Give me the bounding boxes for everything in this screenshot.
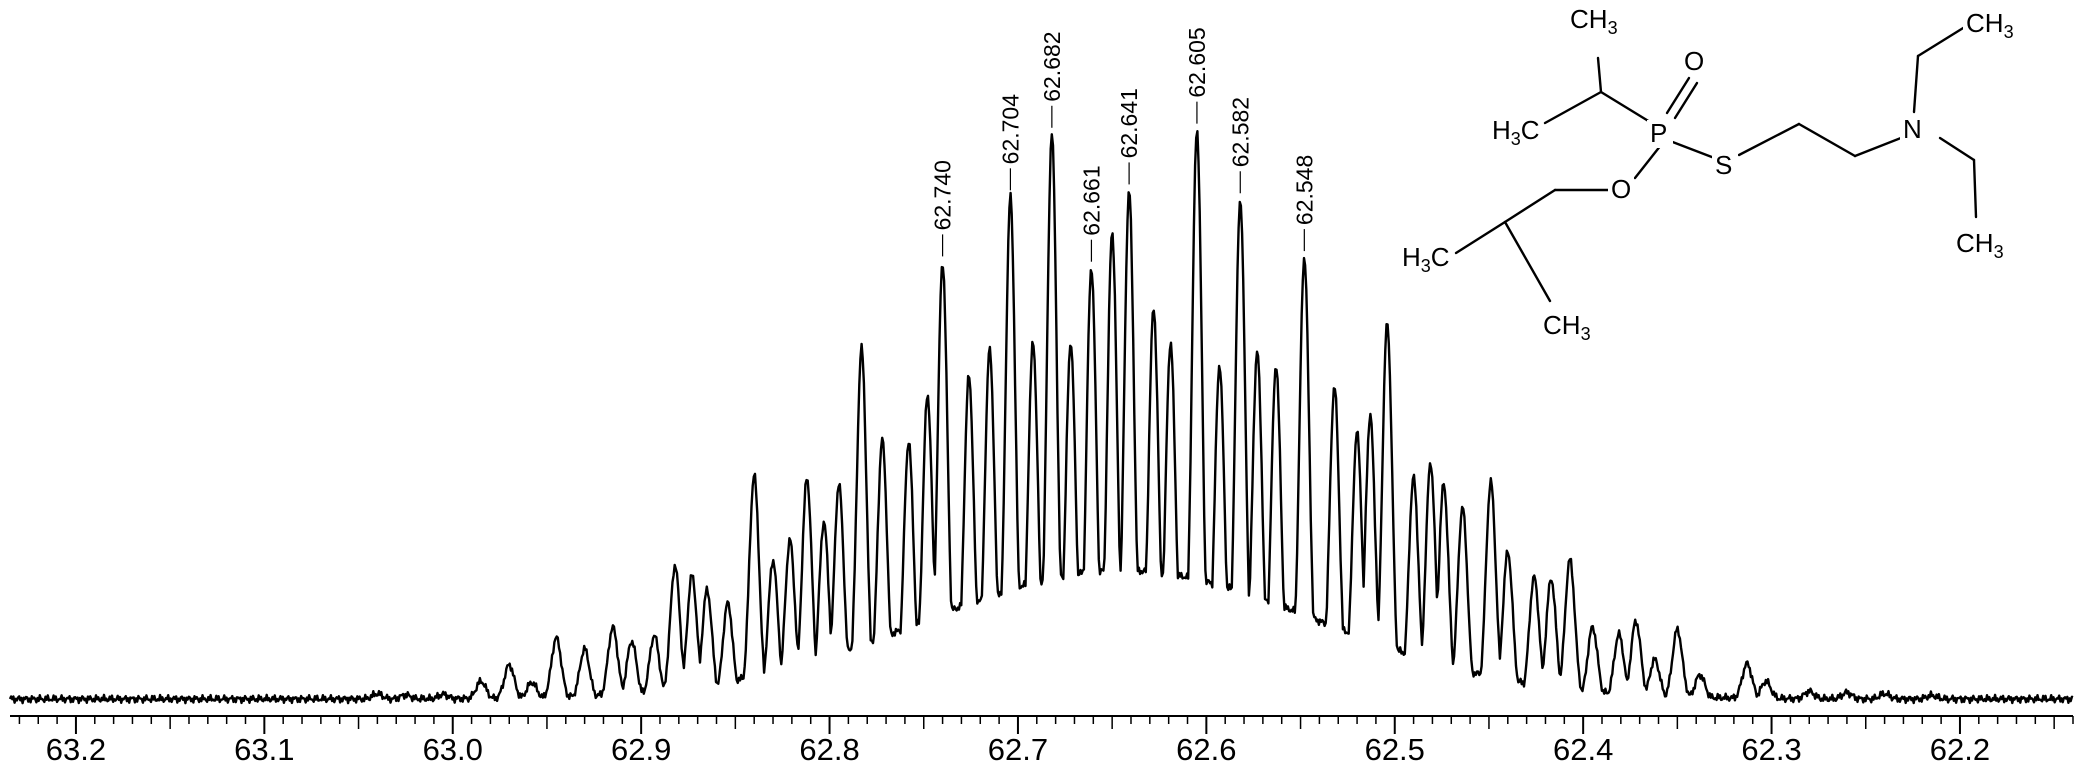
spectrum-trace (8, 130, 2074, 705)
x-tick-label: 62.7 (988, 732, 1048, 767)
bond (1599, 90, 1652, 124)
x-tick-label: 62.9 (611, 732, 671, 767)
atom-label-bg (1712, 152, 1738, 180)
x-tick-label: 62.3 (1741, 732, 1801, 767)
atom-label-o_double: O (1684, 46, 1704, 76)
atom-label-bg (1900, 116, 1926, 144)
bond (1912, 54, 1920, 114)
bond (1938, 136, 1976, 162)
molecule-structure (1454, 23, 1978, 303)
peak-labels: 62.740 62.704 62.682 62.661 62.641 62.605 62.5… (930, 27, 1317, 262)
atom-label-bg (1567, 6, 1619, 34)
atom-label-ch3_ne_top: CH3 (1966, 8, 2014, 42)
bond (1543, 90, 1603, 125)
peak-label: 62.641 (1116, 88, 1142, 158)
atom-label-ch3_top: CH3 (1570, 4, 1618, 38)
peak-label: 62.548 (1291, 155, 1317, 225)
bond (1737, 122, 1801, 157)
atom-label-ch3_isobutyl: CH3 (1543, 310, 1591, 344)
x-tick-label: 63.2 (46, 732, 106, 767)
bond (1503, 188, 1557, 224)
atom-label-bg (1608, 176, 1634, 204)
atom-label-bg (1647, 120, 1673, 148)
bond (1673, 81, 1699, 120)
atom-label-h3c_isobutyl: H3C (1402, 242, 1450, 276)
x-tick-label: 62.5 (1365, 732, 1425, 767)
x-tick-label: 62.4 (1553, 732, 1613, 767)
atom-label-bg (1399, 244, 1451, 272)
bond (1503, 220, 1552, 303)
peak-label: 62.582 (1227, 97, 1253, 167)
atom-label-o_ester: O (1611, 174, 1631, 204)
peak-label: 62.661 (1078, 165, 1104, 235)
atom-label-bg (1963, 10, 2015, 38)
atom-label-bg (1489, 117, 1541, 145)
x-tick-label: 62.8 (799, 732, 859, 767)
x-tick-label: 62.2 (1930, 732, 1990, 767)
x-axis: 63.2 63.1 63.0 62.9 62.8 62.7 62.6 62.5 62.4 62.3… (10, 715, 2074, 767)
peak-label: 62.682 (1039, 31, 1065, 101)
bond (1853, 134, 1908, 158)
bond (1797, 122, 1857, 158)
atom-label-n: N (1903, 114, 1922, 144)
x-tick-label: 63.1 (234, 732, 294, 767)
bond (1596, 56, 1603, 94)
atom-label-bg (1953, 230, 2005, 258)
x-tick-label: 63.0 (423, 732, 483, 767)
peak-label: 62.704 (997, 94, 1023, 165)
peak-label: 62.605 (1184, 27, 1210, 97)
atom-label-s: S (1715, 150, 1732, 180)
atom-label-p: P (1650, 118, 1667, 148)
bond (1633, 143, 1663, 180)
atom-label-h3c_left: H3C (1492, 115, 1540, 149)
bond (1972, 158, 1978, 219)
bond (1668, 139, 1719, 161)
bond (1916, 23, 1970, 58)
bond (1454, 220, 1507, 255)
atom-label-bg (1540, 312, 1592, 340)
peak-label: 62.740 (930, 160, 956, 230)
x-tick-label: 62.6 (1176, 732, 1236, 767)
atom-label-ch3_ne_bottom: CH3 (1956, 228, 2004, 262)
atom-label-bg (1681, 48, 1707, 76)
bond (1665, 76, 1691, 115)
